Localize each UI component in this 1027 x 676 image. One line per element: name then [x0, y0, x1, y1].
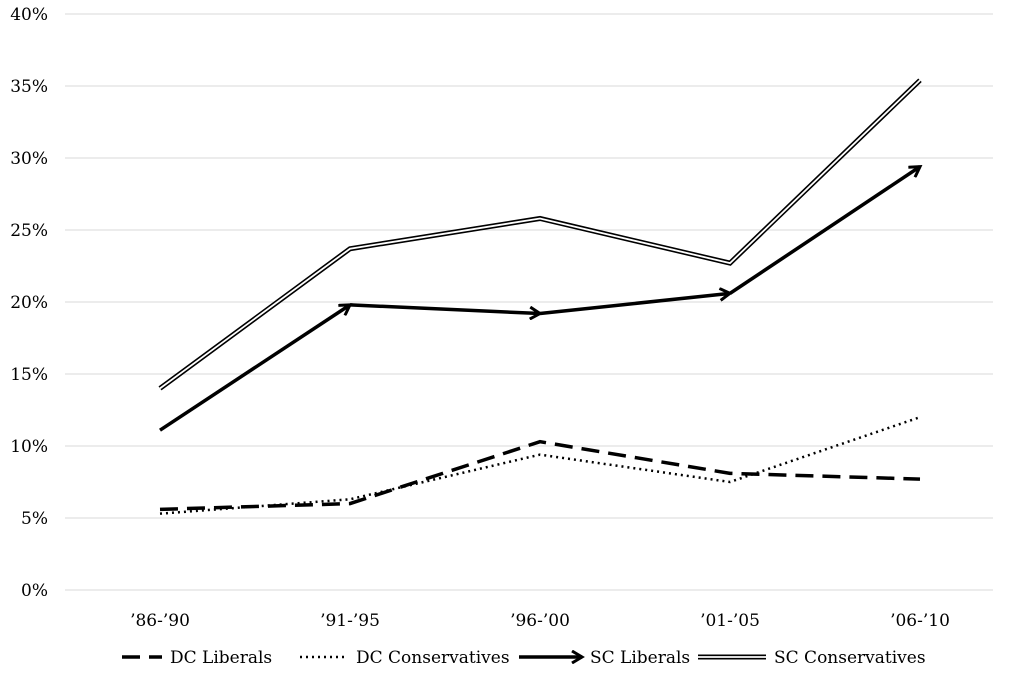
legend-label: SC Conservatives: [774, 648, 926, 668]
x-tick-label: ’01-’05: [700, 611, 760, 631]
y-tick-label: 25%: [10, 221, 48, 241]
series-dc-liberals: [159, 439, 921, 512]
x-axis-tick-labels: ’86-’90 ’91-’95 ’96-’00 ’01-’05 ’06-’10: [130, 611, 950, 631]
x-tick-label: ’91-’95: [320, 611, 380, 631]
legend-item: SC Conservatives: [698, 648, 926, 668]
legend-item: DC Conservatives: [300, 648, 510, 668]
series-dc-conservatives: [159, 416, 921, 515]
y-tick-label: 5%: [21, 509, 48, 529]
series-segment: [349, 303, 540, 314]
series-lines: [158, 78, 922, 515]
x-tick-label: ’96-’00: [510, 611, 570, 631]
x-tick-label: ’06-’10: [890, 611, 950, 631]
series-segment: [159, 305, 350, 432]
y-tick-label: 35%: [10, 77, 48, 97]
legend-label: SC Liberals: [590, 648, 690, 668]
series-sc-conservatives: [158, 78, 922, 391]
legend-label: DC Liberals: [170, 648, 272, 668]
y-axis-tick-labels: 0% 5% 10% 15% 20% 25% 30% 35% 40%: [10, 5, 48, 601]
legend-label: DC Conservatives: [356, 648, 510, 668]
y-tick-label: 0%: [21, 581, 48, 601]
y-tick-label: 30%: [10, 149, 48, 169]
series-sc-liberals: [159, 167, 920, 432]
series-line: [159, 416, 921, 515]
legend-item: SC Liberals: [519, 648, 690, 668]
y-tick-label: 20%: [10, 293, 48, 313]
gridlines: [65, 13, 993, 591]
y-tick-label: 10%: [10, 437, 48, 457]
y-tick-label: 15%: [10, 365, 48, 385]
series-line: [158, 78, 922, 391]
legend-item: DC Liberals: [122, 648, 272, 668]
series-line: [159, 439, 921, 512]
series-line: [159, 79, 921, 390]
x-tick-label: ’86-’90: [130, 611, 190, 631]
series-segment: [729, 167, 920, 295]
legend: DC Liberals DC Conservatives SC Liberals SC…: [122, 648, 926, 668]
y-tick-label: 40%: [10, 5, 48, 25]
series-segment: [539, 293, 730, 316]
